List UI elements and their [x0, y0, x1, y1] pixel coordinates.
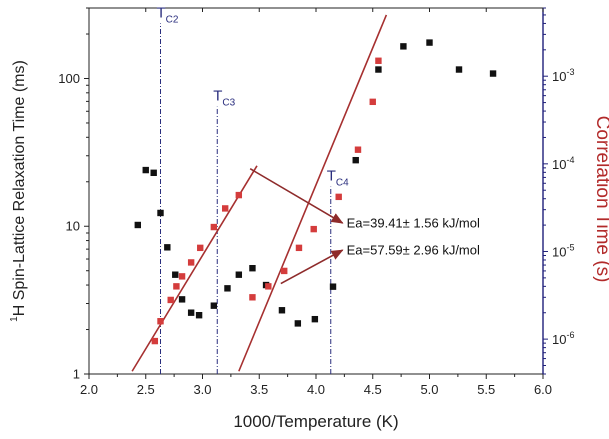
x-tick-label: 2.5 — [137, 382, 155, 397]
relaxation-time-point — [489, 70, 497, 77]
relaxation-time-point — [164, 244, 171, 251]
correlation-time-point — [249, 294, 256, 301]
relaxation-time-point — [352, 156, 359, 164]
correlation-time-point — [295, 244, 303, 252]
fit-line — [238, 14, 388, 372]
relaxation-time-point — [172, 271, 179, 278]
correlation-time-point — [210, 223, 218, 231]
correlation-time-point — [197, 244, 204, 252]
relaxation-time-point — [178, 296, 186, 303]
relaxation-time-point — [142, 166, 149, 174]
relaxation-time-point — [329, 283, 337, 290]
relaxation-time-point — [455, 66, 463, 73]
y-right-axis-title: Correlation Time (s) — [592, 116, 609, 283]
correlation-time-point — [222, 205, 229, 212]
x-axis-title: 1000/Temperature (K) — [233, 412, 398, 431]
x-tick-label: 4.0 — [307, 382, 325, 397]
y-left-axis-title: 1H Spin-Lattice Relaxation Time (ms) — [9, 60, 28, 322]
y-right-tick-label: 10-3 — [552, 67, 574, 84]
y-left-tick-label: 1 — [73, 367, 80, 382]
transition-label: TC3 — [213, 88, 235, 109]
correlation-time-point — [173, 283, 180, 290]
x-tick-label: 4.5 — [364, 382, 382, 397]
relaxation-time-point — [150, 169, 157, 177]
relaxation-time-point — [294, 320, 302, 327]
correlation-time-point — [167, 296, 174, 304]
correlation-time-point — [369, 98, 376, 106]
transition-label: TC4 — [327, 168, 349, 189]
relaxation-time-point — [235, 271, 243, 278]
annotation-arrow — [280, 249, 344, 285]
y-right-tick-label: 10-4 — [552, 155, 574, 172]
correlation-time-point — [187, 259, 195, 266]
y-right-tick-label: 10-6 — [552, 330, 574, 347]
correlation-time-point — [281, 267, 288, 275]
correlation-time-point — [235, 191, 243, 199]
relaxation-time-point — [426, 39, 433, 46]
annotation-text: Ea=57.59± 2.96 kJ/mol — [347, 243, 480, 258]
relaxation-time-point — [187, 309, 195, 316]
correlation-time-point — [310, 225, 317, 233]
correlation-time-point — [178, 273, 186, 280]
x-tick-label: 5.0 — [420, 382, 438, 397]
relaxation-time-point — [210, 302, 218, 309]
x-tick-label: 2.0 — [80, 382, 98, 397]
annotation-text: Ea=39.41± 1.56 kJ/mol — [347, 216, 480, 231]
correlation-time-point — [335, 193, 342, 201]
relaxation-time-point — [195, 312, 203, 319]
y-right-tick-label: 10-5 — [552, 242, 574, 259]
x-tick-label: 3.5 — [250, 382, 268, 397]
annotation-arrow — [249, 168, 344, 224]
relaxation-time-point — [134, 221, 142, 229]
y-left-tick-label: 100 — [58, 71, 80, 86]
relaxation-time-point — [278, 307, 286, 314]
relaxation-time-point — [311, 315, 319, 323]
x-tick-label: 5.5 — [477, 382, 495, 397]
transition-label: TC2 — [157, 4, 179, 25]
correlation-time-point — [375, 57, 382, 64]
correlation-time-point — [157, 318, 164, 325]
x-tick-label: 3.0 — [193, 382, 211, 397]
relaxation-time-point — [249, 265, 256, 272]
y-left-tick-label: 10 — [66, 219, 80, 234]
relaxation-time-point — [224, 285, 231, 292]
relaxation-time-point — [157, 209, 164, 217]
relaxation-time-point — [400, 43, 407, 50]
correlation-time-point — [354, 146, 362, 153]
fit-line — [131, 165, 258, 372]
correlation-time-point — [151, 337, 159, 345]
x-tick-label: 6.0 — [534, 382, 552, 397]
relaxation-time-point — [375, 66, 382, 73]
correlation-time-point — [265, 283, 272, 290]
